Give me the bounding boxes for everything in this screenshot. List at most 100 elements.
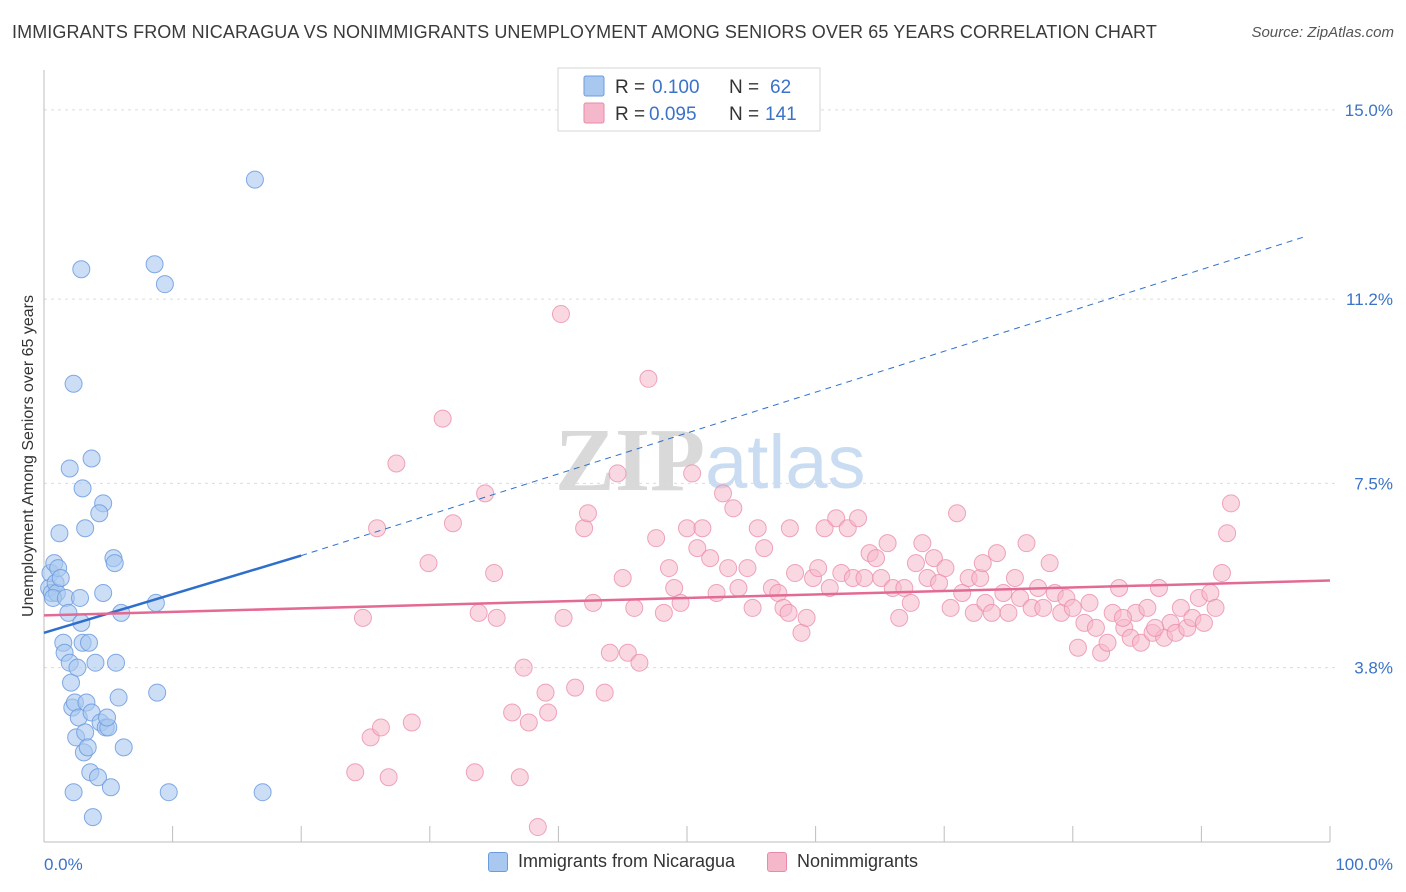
- nonimmigrant-point: [346, 763, 365, 782]
- nonimmigrant-point: [678, 519, 696, 538]
- nonimmigrant-point: [820, 578, 839, 597]
- nonimmigrant-point: [890, 608, 909, 627]
- nonimmigrant-point: [1218, 524, 1237, 543]
- legend-swatch-immigrants: [487, 851, 508, 872]
- trend-line-immigrants-extension: [301, 236, 1305, 557]
- nonimmigrant-point: [973, 554, 992, 573]
- nonimmigrant-point: [528, 818, 547, 837]
- nonimmigrant-point: [465, 763, 484, 782]
- watermark-atlas: atlas: [705, 420, 866, 505]
- nonimmigrant-point: [878, 534, 897, 553]
- nonimmigrant-point: [613, 569, 632, 588]
- nonimmigrant-point: [683, 464, 702, 483]
- immigrant-point: [98, 708, 117, 727]
- nonimmigrant-point: [1040, 554, 1059, 573]
- legend-swatch-pink: [583, 102, 605, 124]
- nonimmigrant-point: [906, 554, 925, 573]
- nonimmigrant-point: [895, 578, 914, 597]
- nonimmigrant-point: [867, 549, 886, 568]
- immigrant-point: [86, 653, 105, 672]
- nonimmigrant-point: [982, 603, 1001, 622]
- nonimmigrant-point: [964, 603, 983, 622]
- x-axis-ticks: [43, 826, 1331, 842]
- nonimmigrant-point: [936, 559, 955, 578]
- immigrant-point: [64, 783, 83, 802]
- immigrant-point: [105, 554, 124, 573]
- nonimmigrant-point: [924, 549, 943, 568]
- immigrant-point: [145, 255, 164, 274]
- immigrant-point: [78, 738, 97, 757]
- nonimmigrant-point: [487, 608, 506, 627]
- trend-line-nonimmigrants: [43, 579, 1331, 617]
- nonimmigrant-point: [654, 603, 673, 622]
- nonimmigrant-point: [688, 539, 707, 558]
- immigrant-point: [72, 260, 91, 279]
- legend-n-value-2: 141: [765, 104, 797, 125]
- nonimmigrant-point: [953, 583, 972, 602]
- y-tick-label: 7.5%: [1354, 474, 1393, 493]
- immigrant-point: [90, 504, 109, 523]
- nonimmigrant-point: [551, 305, 570, 324]
- series-immigrants-from-nicaragua: [40, 170, 272, 827]
- nonimmigrant-point: [971, 569, 990, 588]
- nonimmigrant-point: [797, 608, 816, 627]
- nonimmigrant-point: [1113, 608, 1132, 627]
- nonimmigrant-point: [1138, 598, 1157, 617]
- nonimmigrant-point: [1017, 534, 1036, 553]
- immigrant-point: [50, 524, 69, 543]
- nonimmigrant-point: [371, 718, 390, 737]
- immigrant-point: [51, 569, 70, 588]
- nonimmigrant-point: [476, 484, 495, 503]
- watermark: ZIP atlas: [555, 411, 866, 510]
- nonimmigrant-point: [1131, 633, 1150, 652]
- x-tick-label-max: 100.0%: [1335, 855, 1393, 874]
- nonimmigrant-point: [503, 703, 522, 722]
- nonimmigrant-point: [901, 593, 920, 612]
- nonimmigrant-point: [1086, 618, 1105, 637]
- nonimmigrant-point: [719, 559, 738, 578]
- immigrant-point: [68, 658, 87, 677]
- nonimmigrant-point: [930, 574, 949, 593]
- immigrant-point: [80, 633, 99, 652]
- nonimmigrant-point: [584, 593, 603, 612]
- gridlines: [44, 109, 1336, 669]
- nonimmigrant-point: [639, 369, 658, 388]
- nonimmigrant-point: [659, 559, 678, 578]
- nonimmigrant-point: [855, 569, 874, 588]
- nonimmigrant-point: [379, 768, 398, 787]
- nonimmigrant-point: [714, 484, 733, 503]
- y-tick-label: 11.2%: [1346, 290, 1393, 309]
- y-tick-label: 3.8%: [1354, 659, 1393, 678]
- legend-label-nonimmigrants: Nonimmigrants: [797, 851, 919, 871]
- nonimmigrant-point: [1194, 613, 1213, 632]
- nonimmigrant-point: [536, 683, 555, 702]
- immigrant-point: [114, 738, 133, 757]
- nonimmigrant-point: [665, 578, 684, 597]
- nonimmigrant-point: [792, 623, 811, 642]
- nonimmigrant-point: [729, 578, 748, 597]
- nonimmigrant-point: [419, 554, 438, 573]
- legend-item-immigrants[interactable]: Immigrants from Nicaragua: [487, 851, 735, 872]
- nonimmigrant-point: [994, 583, 1013, 602]
- legend-n-label-1: N =: [729, 77, 759, 98]
- nonimmigrant-point: [1221, 494, 1240, 513]
- nonimmigrant-point: [539, 703, 558, 722]
- stats-legend: R = 0.100 N = 62 R = 0.095 N = 141: [557, 67, 821, 132]
- nonimmigrant-point: [1068, 638, 1087, 657]
- legend-r-label-2: R =: [615, 104, 645, 125]
- immigrant-point: [60, 459, 79, 478]
- nonimmigrant-point: [1201, 583, 1220, 602]
- nonimmigrant-point: [575, 519, 594, 538]
- legend-item-nonimmigrants[interactable]: Nonimmigrants: [767, 851, 918, 872]
- immigrant-point: [64, 374, 83, 393]
- trend-line-immigrants: [43, 554, 302, 635]
- immigrant-point: [71, 588, 90, 607]
- nonimmigrant-point: [469, 603, 488, 622]
- nonimmigrant-point: [769, 583, 788, 602]
- nonimmigrant-point: [1149, 578, 1168, 597]
- immigrant-point: [82, 449, 101, 468]
- nonimmigrant-point: [1206, 598, 1225, 617]
- source-credit: Source: ZipAtlas.com: [1251, 24, 1394, 41]
- nonimmigrant-point: [595, 683, 614, 702]
- nonimmigrant-point: [743, 598, 762, 617]
